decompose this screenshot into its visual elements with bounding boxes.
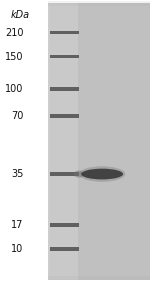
Bar <box>48 276 150 280</box>
Bar <box>50 172 79 175</box>
Ellipse shape <box>79 166 125 182</box>
Text: 150: 150 <box>5 52 24 62</box>
Ellipse shape <box>74 170 84 178</box>
Bar <box>48 3 78 280</box>
Text: 10: 10 <box>11 244 24 254</box>
Text: kDa: kDa <box>10 10 30 20</box>
Text: 17: 17 <box>11 220 24 230</box>
Bar <box>50 224 79 226</box>
Bar <box>50 114 79 118</box>
Bar <box>50 55 79 58</box>
Bar <box>0 0 48 283</box>
Bar <box>50 3 150 280</box>
Bar <box>50 31 79 34</box>
Text: 100: 100 <box>5 84 24 94</box>
Bar <box>50 87 79 91</box>
Bar <box>50 247 79 251</box>
Text: 70: 70 <box>11 111 24 121</box>
Text: 210: 210 <box>5 27 24 38</box>
Bar <box>48 3 150 280</box>
Ellipse shape <box>81 169 123 179</box>
Bar <box>48 1 150 6</box>
Text: 35: 35 <box>11 169 24 179</box>
